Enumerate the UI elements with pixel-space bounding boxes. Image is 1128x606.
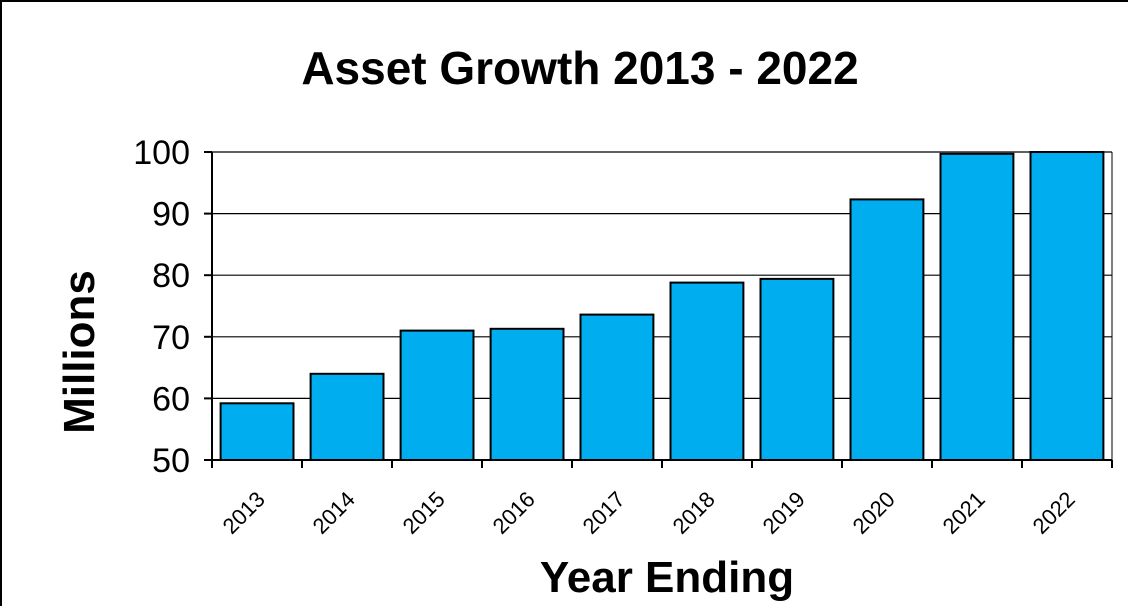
bar-2019 [759, 277, 835, 461]
x-tick-label-2013: 2013 [218, 487, 270, 539]
y-tick-label-60: 60 [152, 380, 190, 418]
y-tick-labels: 50 60 70 80 90 100 [133, 134, 190, 480]
chart-title: Asset Growth 2013 - 2022 [301, 42, 858, 94]
bar-2022 [1029, 151, 1105, 461]
axes [204, 151, 1113, 468]
bar-2013 [219, 402, 295, 461]
x-tick-labels: 2013 2014 2015 2016 2017 2018 2019 2020 2021 2022 [218, 487, 1080, 539]
y-axis-label: Millions [55, 270, 104, 434]
x-tick-label-2018: 2018 [668, 487, 720, 539]
y-tick-label-80: 80 [152, 257, 190, 295]
y-tick-label-50: 50 [152, 442, 190, 480]
x-tick-label-2021: 2021 [938, 487, 990, 539]
x-axis-label: Year Ending [540, 553, 794, 602]
x-tick-label-2017: 2017 [578, 487, 630, 539]
x-tick-label-2022: 2022 [1028, 487, 1080, 539]
x-tick-label-2016: 2016 [488, 487, 540, 539]
x-tick-label-2014: 2014 [308, 487, 360, 539]
bar-2017 [579, 313, 655, 461]
bar-2014 [309, 372, 385, 461]
y-tick-label-100: 100 [133, 134, 190, 172]
bar-2016 [489, 327, 565, 461]
x-tick-label-2015: 2015 [398, 487, 450, 539]
y-tick-label-70: 70 [152, 319, 190, 357]
bars [219, 151, 1105, 462]
bar-2021 [939, 152, 1015, 462]
bar-2020 [849, 198, 925, 461]
bar-2015 [399, 329, 475, 461]
bar-2018 [669, 281, 745, 461]
y-tick-label-90: 90 [152, 196, 190, 234]
x-tick-label-2020: 2020 [848, 487, 900, 539]
x-tick-label-2019: 2019 [758, 487, 810, 539]
